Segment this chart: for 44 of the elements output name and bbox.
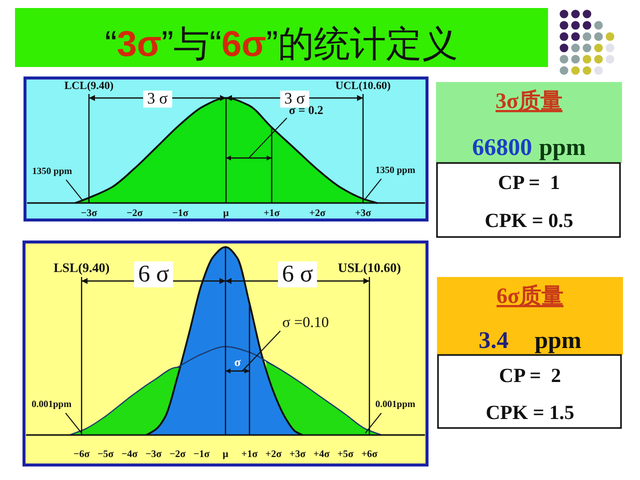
ref-line-label: LSL(9.40) xyxy=(54,260,110,275)
x-tick-label: +2σ xyxy=(265,449,282,460)
x-tick-label: −6σ xyxy=(74,449,90,460)
x-tick-label: −2σ xyxy=(169,449,186,460)
annotation: σ =0.10 xyxy=(282,315,329,331)
ref-line-label: UCL(10.60) xyxy=(335,80,392,92)
x-tick-label: −3σ xyxy=(145,449,162,460)
text: 6σ质量 xyxy=(496,283,564,308)
text: 3σ质量 xyxy=(496,88,562,113)
text: CPK = 0.5 xyxy=(484,210,574,232)
text: CP = 2 xyxy=(499,365,561,387)
x-tick-label: −1σ xyxy=(172,208,189,219)
x-tick-label: +4σ xyxy=(313,449,330,460)
x-tick-label: +5σ xyxy=(337,449,354,460)
annotation: 6 σ xyxy=(138,261,170,288)
text: 3.4 xyxy=(478,328,509,354)
text: 66800 xyxy=(472,135,532,161)
annotation: 6 σ xyxy=(282,261,313,288)
annotation: 1350 ppm xyxy=(375,166,416,176)
text: CP = 1 xyxy=(498,172,560,194)
annotation: 1350 ppm xyxy=(32,166,72,177)
x-tick-label: +2σ xyxy=(309,208,326,219)
ref-line-label: LCL(9.40) xyxy=(64,80,114,92)
x-tick-label: −5σ xyxy=(97,449,114,460)
x-tick-label: −2σ xyxy=(126,208,144,219)
x-tick-label: +3σ xyxy=(354,208,372,219)
x-tick-label: −3σ xyxy=(80,208,98,219)
annotation: σ xyxy=(234,355,242,369)
x-tick-label: −1σ xyxy=(193,449,210,460)
chart-title: “3σ”与“6σ”的统计定义 xyxy=(104,23,458,64)
x-tick-label: +1σ xyxy=(241,449,258,460)
x-tick-label: −4σ xyxy=(121,449,138,460)
text: CPK = 1.5 xyxy=(486,402,574,424)
ref-line-label: USL(10.60) xyxy=(338,260,402,275)
text: ppm xyxy=(539,135,586,161)
annotation: 0.001ppm xyxy=(32,400,72,410)
x-tick-label: +1σ xyxy=(264,208,280,219)
x-tick-label: μ xyxy=(223,208,230,219)
annotation: 3 σ xyxy=(147,90,168,108)
text: ppm xyxy=(534,328,582,354)
x-tick-label: μ xyxy=(222,449,229,460)
x-tick-label: +3σ xyxy=(289,449,306,460)
x-tick-label: +6σ xyxy=(361,449,378,460)
annotation: 0.001ppm xyxy=(375,400,416,410)
